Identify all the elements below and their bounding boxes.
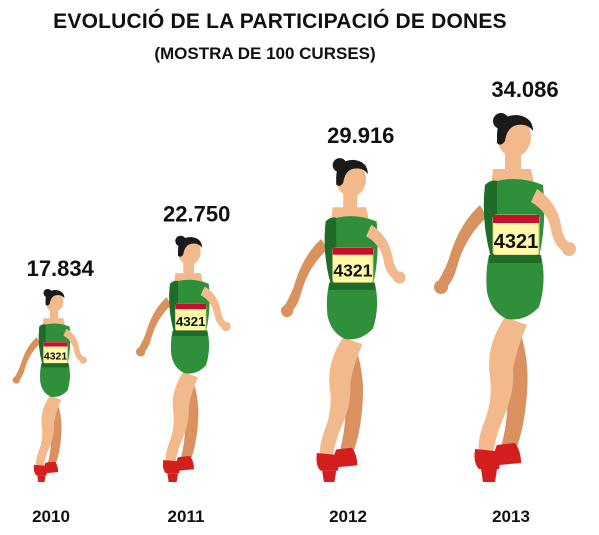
- runner-mark-2011: 4321: [135, 235, 231, 482]
- runner-mark-2013: 4321: [434, 113, 576, 482]
- value-label-2011: 22.750: [163, 202, 230, 227]
- category-label-2010: 2010: [32, 507, 70, 526]
- bib-number: 4321: [494, 231, 539, 253]
- bib-number: 4321: [333, 261, 372, 281]
- value-label-2013: 34.086: [491, 77, 558, 102]
- bib-number: 4321: [44, 352, 67, 363]
- value-label-2010: 17.834: [27, 256, 95, 281]
- runner-mark-2010: 4321: [12, 288, 87, 482]
- value-label-2012: 29.916: [327, 123, 394, 148]
- chart-title: EVOLUCIÓ DE LA PARTICIPACIÓ DE DONES: [53, 10, 507, 33]
- category-label-2011: 2011: [168, 507, 205, 526]
- bib-number: 4321: [176, 314, 206, 329]
- category-label-2013: 2013: [492, 507, 530, 526]
- runner-mark-2012: 4321: [280, 158, 406, 483]
- category-label-2012: 2012: [329, 507, 367, 526]
- chart-subtitle: (MOSTRA DE 100 CURSES): [154, 44, 376, 63]
